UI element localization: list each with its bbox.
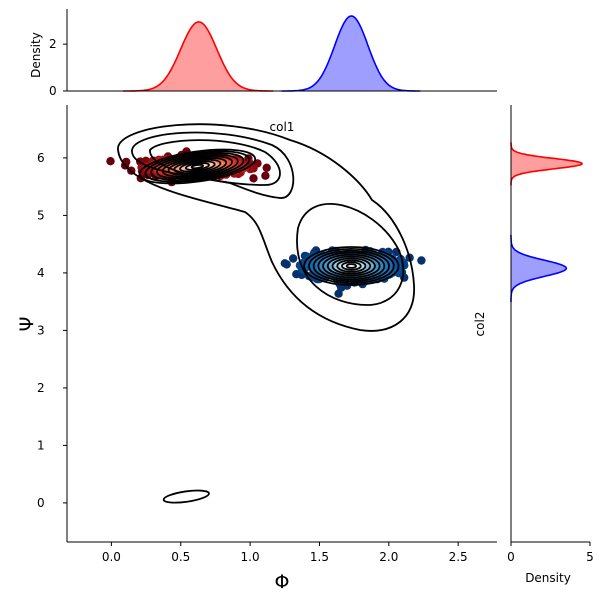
y-tick-label: 4 [37,266,45,280]
col2-label: col2 [473,312,487,337]
phi-xlabel: Φ [275,571,290,593]
kde-contour-1-5 [326,255,376,277]
right-x-tick-label: 5 [586,550,594,564]
kde-contour-1-3 [336,259,367,273]
y-tick-label: 0 [37,496,45,510]
kde-contour-1-4 [331,257,372,275]
kde-contour-0-3 [179,160,216,173]
top-marginal-panel: 0 2 Density [29,9,497,98]
scatter-point-1-9 [289,254,298,263]
right-density-fill-0 [511,142,583,186]
scatter-point-0-4 [261,171,270,180]
kde-outlier-contour [162,489,210,504]
scatter-point-1-1 [417,256,426,265]
scatter-point-0-9 [262,163,271,172]
kde-contour-1-1 [345,263,357,269]
kde-outer-contour-3 [296,202,405,306]
scatter-point-1-4 [282,260,291,269]
kde-contour-1-2 [341,261,362,271]
joint-panel: 0.0 0.5 1.0 1.5 2.0 2.5 0 1 2 3 4 5 6 col1 Φ Ψ [16,105,497,593]
kde-contour-1-8 [312,249,390,283]
right-x-tick-label: 0 [507,550,515,564]
x-tick-label: 2.0 [379,550,398,564]
kde-contour-1-9 [308,247,395,284]
right-density-line-1 [510,235,568,303]
x-tick-label: 0.0 [102,550,121,564]
scatter-point-0-0 [106,157,115,166]
scatter-point-0-2 [249,174,258,183]
kde-outer-contour-2 [149,139,281,186]
psi-ylabel: Ψ [16,317,38,332]
top-density-fill-0 [123,21,274,91]
x-tick-label: 2.5 [449,550,468,564]
y-tick-label: 3 [37,323,45,337]
y-tick-label: 5 [37,208,45,222]
right-density-fill-1 [511,235,567,303]
top-density-line-0 [123,21,274,92]
right-marginal-xlabel: Density [525,571,571,585]
kde-contour-0-5 [167,157,228,176]
right-marginal-panel: 0 5 col2 Density [473,105,594,585]
kde-outer-contour-1 [131,131,295,199]
right-density-line-0 [510,142,583,186]
top-density-fill-1 [281,16,421,92]
kde-contour-1-6 [322,253,381,279]
y-tick-label: 1 [37,438,45,452]
y-tick-label: 2 [37,381,45,395]
top-density-line-1 [281,15,421,92]
top-marginal-ylabel: Density [29,32,43,78]
x-tick-label: 1.0 [241,550,260,564]
kde-outer-contour-0 [117,123,415,332]
col1-label: col1 [270,120,295,134]
x-tick-label: 1.5 [310,550,329,564]
y-tick-label: 6 [37,151,45,165]
kde-contour-0-2 [184,162,210,171]
top-y-tick-label: 2 [49,37,57,51]
x-tick-label: 0.5 [171,550,190,564]
kde-contour-1-7 [317,251,386,281]
kde-contour-0-9 [144,150,251,183]
top-y-tick-label: 0 [49,84,57,98]
kde-contour-0-1 [190,163,205,170]
kde-contour-1-10 [303,246,400,286]
kde-contour-0-10 [138,148,257,185]
